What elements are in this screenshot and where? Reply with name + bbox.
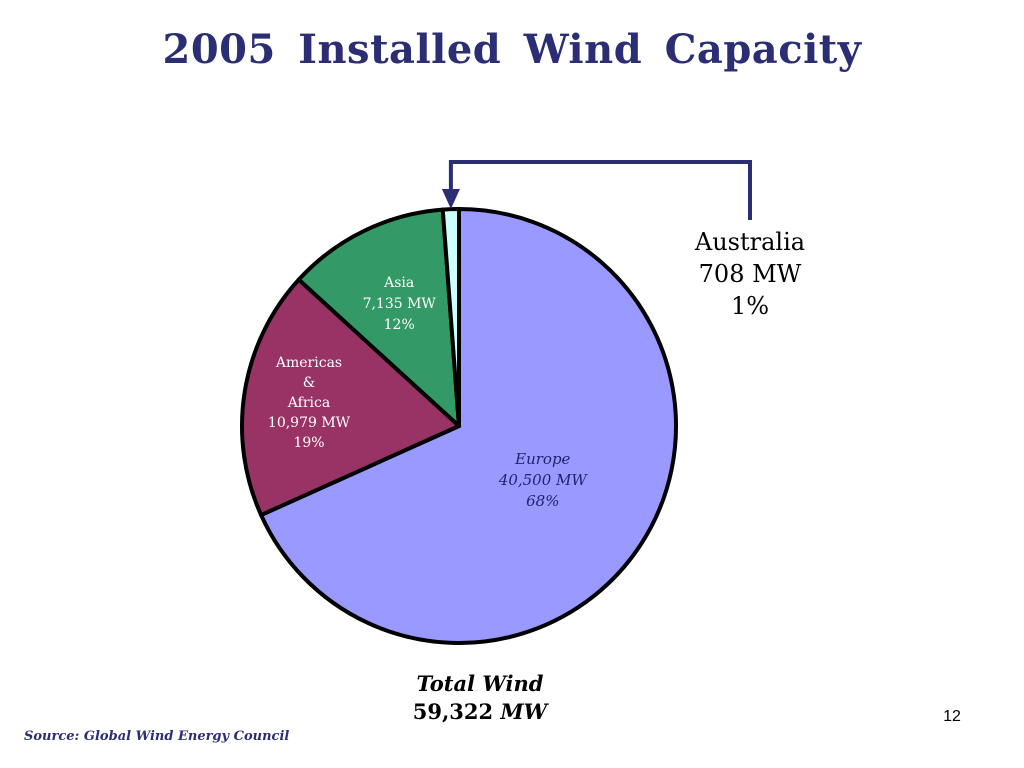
australia-callout-arrow [441, 160, 752, 220]
slice-label-asia: Asia 7,135 MW 12% [363, 275, 437, 333]
source-prefix: Source: [24, 729, 80, 744]
source-note: Source: Global Wind Energy Council [24, 729, 289, 744]
total-wind-label: Total Wind [416, 671, 544, 696]
slice-label-line: 10,979 MW [268, 415, 351, 431]
slice-label-line: Africa [287, 395, 330, 411]
slice-label-europe: Europe 40,500 MW 68% [498, 450, 589, 510]
slice-label-americas-africa: Americas & Africa 10,979 MW 19% [268, 355, 351, 451]
slice-label-line: 40,500 MW [498, 471, 589, 489]
total-wind-value: 59,322 MW [360, 698, 600, 726]
slice-label-line: 7,135 MW [363, 296, 437, 312]
pie-slice-asia [296, 207, 461, 428]
callout-line [448, 160, 752, 220]
slice-label-line: 68% [526, 492, 559, 510]
total-wind-unit: MW [500, 699, 548, 724]
total-wind: Total Wind 59,322 MW [360, 670, 600, 726]
slice-label-line: Americas [275, 355, 342, 371]
australia-value: 708 MW [698, 260, 802, 288]
callout-arrowhead [441, 189, 460, 209]
australia-callout-label: Australia 708 MW 1% [674, 226, 826, 322]
slice-label-line: & [303, 375, 315, 391]
total-wind-number: 59,322 [412, 699, 494, 724]
page-number: 12 [943, 708, 961, 725]
pie-slices [240, 207, 678, 645]
slice-label-line: 19% [293, 435, 324, 451]
australia-name: Australia [694, 228, 806, 256]
pie-slice-europe [259, 207, 678, 645]
pie-slice-australia [440, 207, 461, 428]
pie-labels: Europe 40,500 MW 68% Americas & Africa 10,979 … [268, 275, 588, 510]
australia-percent: 1% [730, 292, 770, 320]
slice-label-line: Europe [514, 450, 570, 468]
source-text: Global Wind Energy Council [83, 729, 290, 744]
slide-title: 2005 Installed Wind Capacity [162, 26, 862, 73]
pie-slice-americas-africa [240, 277, 461, 518]
slice-label-line: Asia [383, 275, 414, 291]
slice-label-line: 12% [384, 317, 415, 333]
